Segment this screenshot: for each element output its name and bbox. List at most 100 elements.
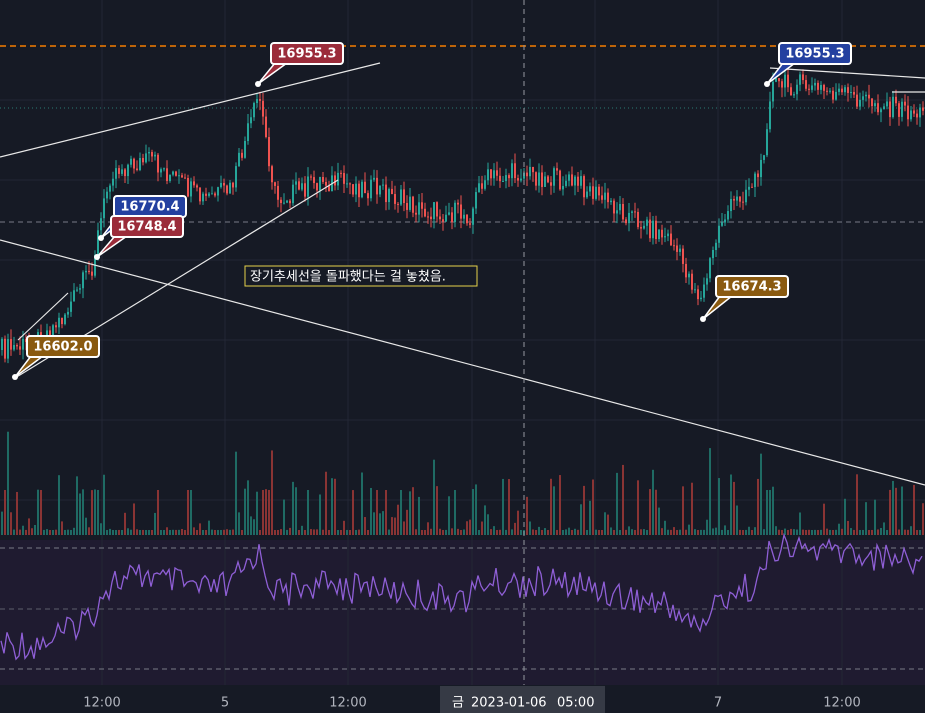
volume-bar	[271, 450, 273, 535]
candle	[793, 94, 795, 96]
volume-bar	[556, 529, 558, 535]
volume-bar	[715, 527, 717, 535]
volume-bar	[787, 529, 789, 535]
volume-bar	[208, 520, 210, 535]
candle	[907, 105, 909, 120]
volume-bar	[853, 529, 855, 535]
candle	[673, 245, 675, 247]
candle	[256, 99, 258, 104]
volume-bar	[730, 474, 732, 535]
candle	[121, 169, 123, 174]
crosshair-day: 금	[452, 696, 464, 711]
volume-bar	[67, 529, 69, 535]
candle	[841, 88, 843, 93]
volume-bar	[112, 529, 114, 535]
candle	[301, 183, 303, 190]
candle	[7, 339, 9, 359]
volume-bar	[250, 516, 252, 535]
candle	[580, 176, 582, 186]
candle	[313, 177, 315, 184]
volume-bar	[877, 529, 879, 535]
candle	[475, 192, 477, 209]
volume-bar	[169, 529, 171, 535]
candle	[445, 214, 447, 222]
candle	[379, 185, 381, 195]
candle	[175, 171, 177, 176]
candle	[880, 109, 882, 113]
candle	[481, 183, 483, 189]
candle	[820, 84, 822, 90]
candle	[466, 214, 468, 224]
volume-bar	[82, 489, 84, 535]
volume-bar	[79, 493, 81, 535]
candle	[163, 168, 165, 170]
candle	[259, 99, 261, 101]
volume-bar	[34, 525, 36, 535]
volume-bar	[88, 527, 90, 535]
volume-bar	[805, 529, 807, 535]
price-label: 16602.0	[33, 340, 92, 355]
volume-bar	[190, 489, 192, 535]
volume-bar	[502, 478, 504, 535]
volume-bar	[796, 529, 798, 535]
candle	[484, 180, 486, 189]
candle	[370, 179, 372, 199]
candle	[187, 178, 189, 197]
candle	[763, 155, 765, 160]
candle	[406, 203, 408, 210]
volume-bar	[832, 529, 834, 535]
volume-bar	[871, 529, 873, 535]
candle	[178, 175, 180, 177]
candle	[244, 140, 246, 158]
volume-bar	[205, 530, 207, 535]
candle	[13, 345, 15, 350]
volume-bar	[400, 489, 402, 535]
candle	[526, 172, 528, 177]
candle	[814, 82, 816, 86]
volume-bar	[325, 471, 327, 535]
candle	[682, 248, 684, 264]
candle	[1, 338, 3, 350]
volume-bar	[37, 489, 39, 535]
label-box	[778, 42, 852, 65]
price-label: 16748.4	[117, 220, 176, 235]
candle	[334, 175, 336, 186]
volume-bar	[313, 529, 315, 535]
candle	[541, 172, 543, 187]
volume-bar	[103, 474, 105, 535]
volume-bar	[850, 528, 852, 535]
volume-bar	[646, 530, 648, 535]
label-anchor	[764, 81, 770, 87]
volume-bar	[442, 529, 444, 535]
volume-bar	[289, 527, 291, 535]
candle	[322, 177, 324, 182]
volume-bar	[19, 529, 21, 535]
candle	[679, 248, 681, 252]
rsi-line	[0, 532, 923, 661]
volume-bar	[355, 529, 357, 535]
candle	[556, 168, 558, 171]
candle	[274, 182, 276, 186]
candle	[4, 338, 6, 359]
volume-bar	[667, 529, 669, 535]
volume-bar	[712, 528, 714, 535]
candle	[247, 123, 249, 141]
price-label: 16674.3	[722, 280, 781, 295]
candle	[826, 90, 828, 92]
volume-bar	[439, 528, 441, 535]
candle	[718, 225, 720, 243]
candle	[745, 189, 747, 203]
volume-bar	[94, 489, 96, 535]
candle	[400, 189, 402, 205]
volume-bar	[292, 481, 294, 535]
candle	[655, 220, 657, 240]
candle	[358, 183, 360, 198]
volume-bar	[874, 499, 876, 535]
candle	[235, 166, 237, 188]
volume-bar	[649, 489, 651, 535]
candle	[133, 158, 135, 169]
volume-bar	[118, 529, 120, 535]
volume-bar	[838, 523, 840, 535]
volume-bar	[652, 469, 654, 535]
